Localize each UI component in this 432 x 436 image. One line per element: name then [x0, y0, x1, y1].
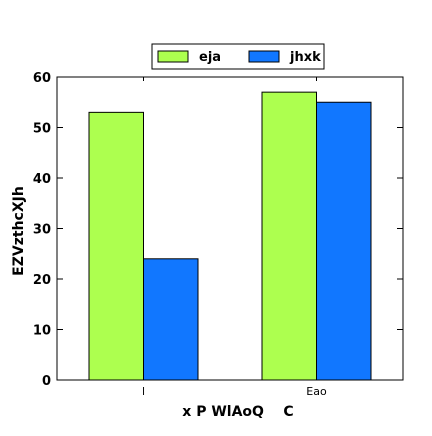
legend-label-eja: eja: [199, 50, 221, 65]
axis-layer: l Eao 0 10 20 30 40 50 60: [33, 71, 403, 398]
bar-eja-l: [88, 111, 144, 381]
y-tick-label: 30: [33, 223, 51, 238]
x-tick-label: Eao: [306, 385, 327, 398]
bar-jhxk-l: [143, 258, 199, 381]
y-tick-label: 10: [33, 324, 51, 339]
x-tick-label: l: [142, 385, 145, 398]
legend-swatch-eja: [157, 50, 189, 63]
y-tick-label: 40: [33, 172, 51, 187]
y-tick-label: 20: [33, 273, 51, 288]
bar-eja-eao: [261, 91, 317, 381]
bar-jhxk-eao: [316, 101, 372, 381]
legend-label-jhxk: jhxk: [289, 50, 321, 65]
legend-swatch-jhxk: [248, 50, 280, 63]
bars-layer: [88, 91, 372, 381]
y-tick-label: 50: [33, 122, 51, 137]
x-axis-label: x P WlAoQ C: [182, 404, 293, 420]
plot-frame: [56, 76, 404, 381]
y-axis-label: EZVzthcXJh: [11, 186, 27, 276]
legend: eja jhxk: [151, 43, 325, 70]
y-tick-label: 60: [33, 71, 51, 86]
y-tick-label: 0: [42, 374, 51, 389]
